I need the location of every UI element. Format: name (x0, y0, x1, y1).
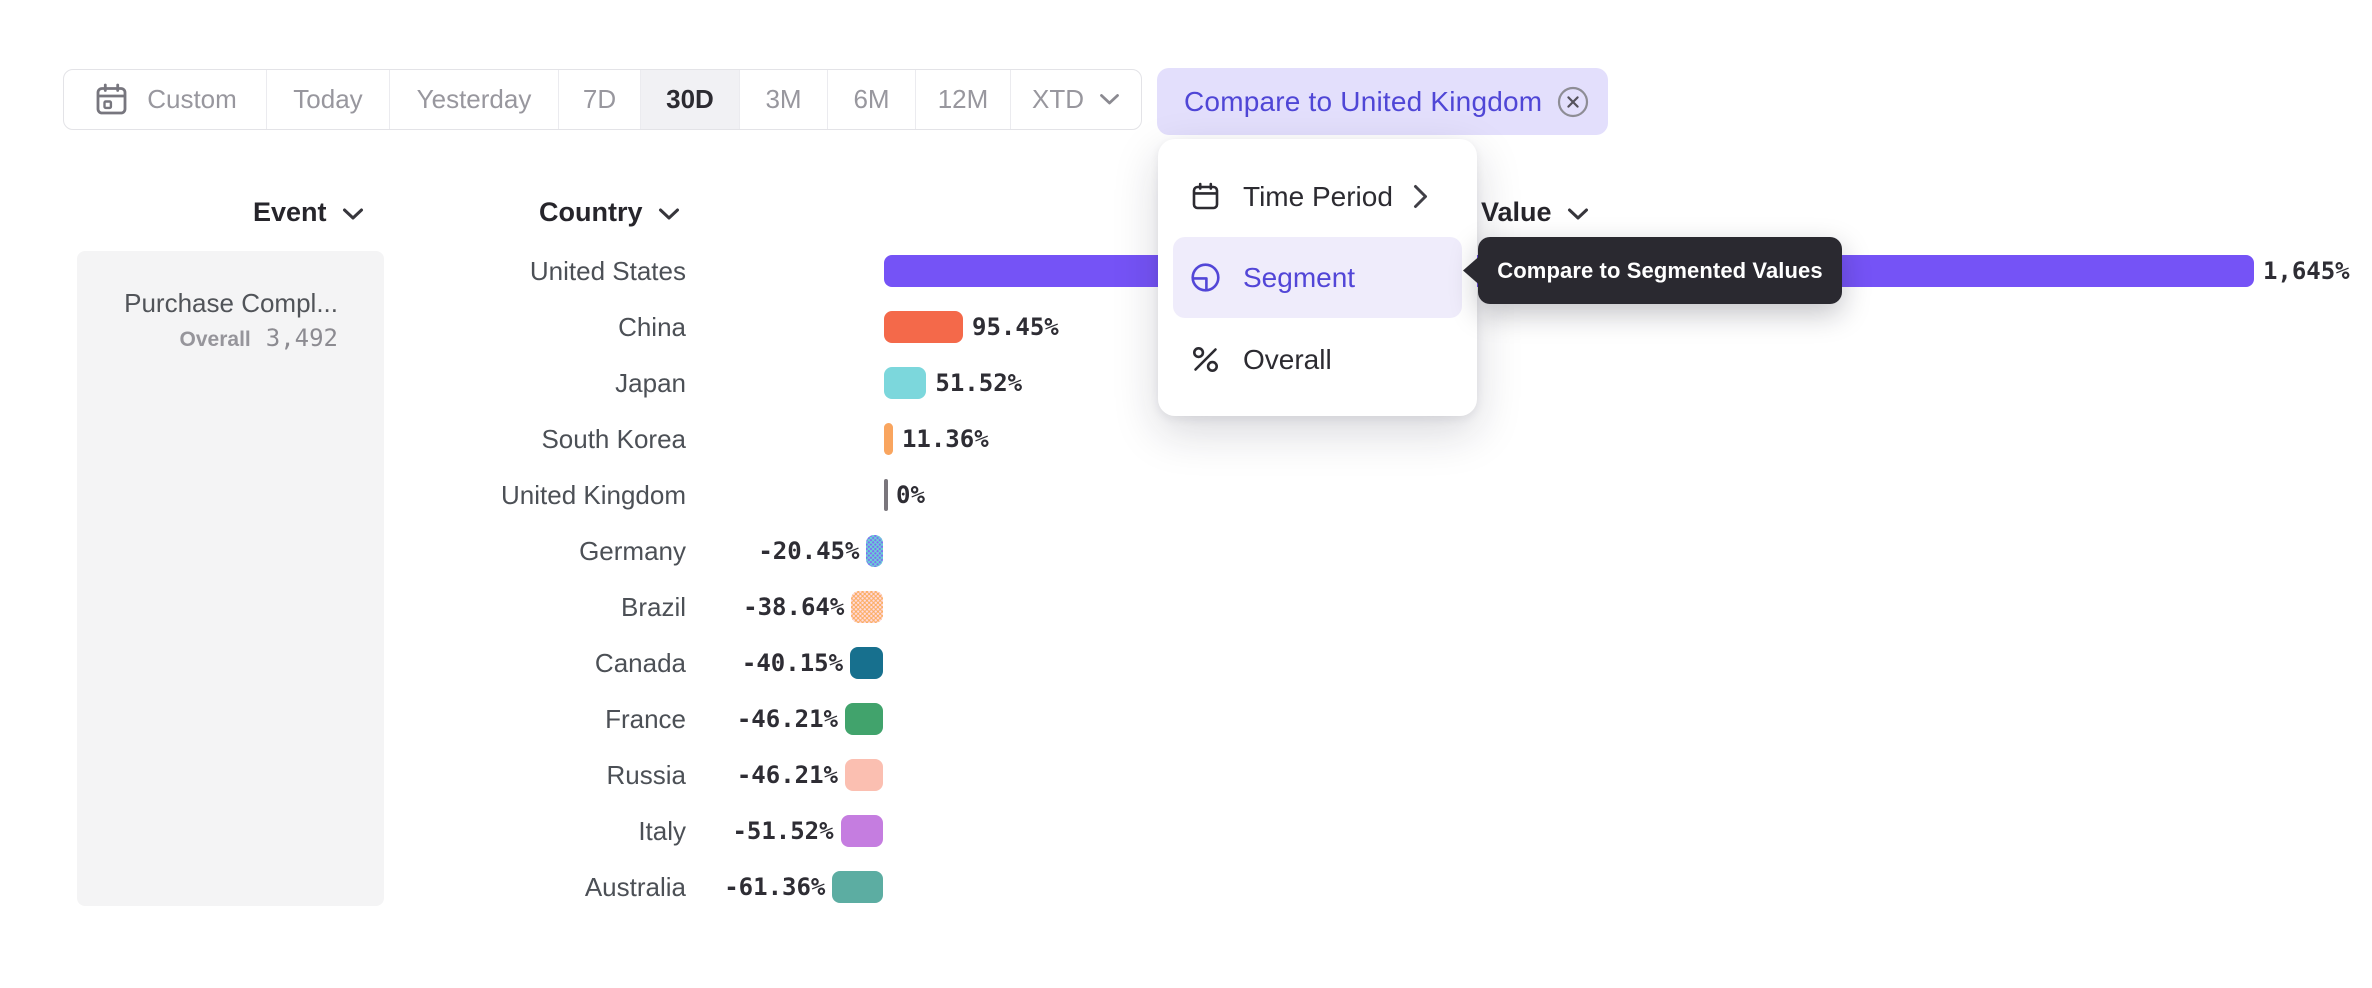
value-label: -46.21% (736, 761, 839, 789)
value-bar[interactable] (866, 535, 884, 567)
value-label: -20.45% (758, 537, 860, 565)
column-header-country[interactable]: Country (539, 196, 680, 228)
value-bar[interactable] (883, 479, 888, 511)
time-range-yesterday-label: Yesterday (416, 84, 532, 114)
event-metric-label: Overall (179, 328, 251, 351)
country-label: Italy (638, 816, 686, 846)
value-bar[interactable] (845, 759, 884, 791)
time-range-toolbar: Custom Today Yesterday 7D 30D 3M 6M 12M XTD (63, 69, 1142, 130)
menu-item-time-period-label: Time Period (1243, 180, 1393, 212)
chevron-right-icon (1414, 185, 1427, 208)
compare-pill-label: Compare to United Kingdom (1184, 85, 1543, 117)
country-label: South Korea (541, 424, 686, 454)
country-label: Australia (584, 872, 686, 902)
time-range-12m-button[interactable]: 12M (916, 70, 1011, 129)
value-bar[interactable] (883, 423, 893, 455)
tooltip-text: Compare to Segmented Values (1497, 257, 1823, 283)
country-label: Brazil (620, 592, 686, 622)
menu-item-segment[interactable]: Segment (1173, 237, 1462, 318)
value-label: -51.52% (732, 817, 834, 845)
time-range-30d-label: 30D (666, 84, 714, 114)
value-bar[interactable] (883, 367, 927, 399)
column-header-country-label: Country (539, 196, 643, 227)
column-header-value-label: Value (1481, 196, 1552, 227)
value-bar[interactable] (883, 311, 964, 343)
time-range-6m-label: 6M (853, 84, 890, 114)
value-bar[interactable] (851, 591, 884, 623)
time-range-custom-label: Custom (147, 84, 237, 114)
percent-icon (1193, 347, 1218, 372)
time-range-xtd-button[interactable]: XTD (1011, 70, 1141, 129)
value-label: -38.64% (743, 593, 845, 621)
value-bar[interactable] (840, 815, 884, 847)
segment-pie-icon (1191, 263, 1220, 292)
country-label: Canada (594, 648, 686, 678)
menu-item-segment-label: Segment (1243, 261, 1356, 293)
column-header-event[interactable]: Event (253, 196, 364, 228)
time-range-3m-label: 3M (765, 84, 802, 114)
event-name: Purchase Compl... (124, 288, 338, 318)
calendar-icon (1192, 182, 1219, 210)
time-range-30d-button[interactable]: 30D (641, 70, 740, 129)
column-header-value[interactable]: Value (1481, 196, 1589, 228)
value-label: 11.36% (901, 425, 989, 453)
value-label: 95.45% (972, 313, 1059, 341)
country-label: Germany (579, 536, 686, 566)
chevron-down-icon (342, 208, 363, 220)
time-range-xtd-label: XTD (1032, 84, 1084, 114)
country-label: United Kingdom (501, 480, 686, 510)
value-bar[interactable] (832, 871, 884, 903)
time-range-today-label: Today (293, 84, 363, 114)
value-bar[interactable] (850, 647, 884, 679)
country-label: China (618, 312, 686, 342)
calendar-icon (96, 83, 127, 115)
chevron-down-icon (658, 208, 679, 220)
value-label: -46.21% (736, 705, 839, 733)
menu-item-time-period[interactable]: Time Period (1173, 156, 1462, 237)
time-range-7d-label: 7D (582, 84, 617, 114)
country-label: France (605, 704, 686, 734)
time-range-7d-button[interactable]: 7D (559, 70, 641, 129)
time-range-yesterday-button[interactable]: Yesterday (390, 70, 559, 129)
chevron-down-icon (1100, 94, 1119, 105)
country-label: Russia (606, 760, 686, 790)
time-range-6m-button[interactable]: 6M (828, 70, 916, 129)
country-label: United States (529, 256, 686, 286)
time-range-today-button[interactable]: Today (267, 70, 390, 129)
time-range-12m-label: 12M (937, 84, 989, 114)
time-range-custom-button[interactable]: Custom (64, 70, 267, 129)
menu-item-overall[interactable]: Overall (1173, 319, 1462, 400)
menu-item-overall-label: Overall (1243, 343, 1332, 375)
event-metric: Overall 3,492 (180, 323, 338, 355)
tooltip-compare-to-segmented-values: Compare to Segmented Values (1463, 237, 1842, 304)
event-metric-value: 3,492 (265, 324, 338, 352)
chevron-down-icon (1567, 208, 1588, 220)
event-card[interactable]: Purchase Compl... Overall 3,492 (77, 251, 384, 906)
compare-dropdown-menu: Time Period Segment Overall (1158, 139, 1477, 416)
country-label: Japan (615, 368, 686, 398)
value-label: 0% (896, 481, 925, 509)
column-header-event-label: Event (253, 196, 327, 227)
compare-pill[interactable]: Compare to United Kingdom (1157, 68, 1608, 135)
remove-comparison-icon[interactable] (1557, 86, 1589, 118)
value-label: -61.36% (724, 873, 826, 901)
time-range-3m-button[interactable]: 3M (740, 70, 828, 129)
value-bar[interactable] (845, 703, 884, 735)
value-label: -40.15% (741, 649, 844, 677)
value-label: 1,645% (2262, 257, 2350, 285)
value-label: 51.52% (935, 369, 1023, 397)
